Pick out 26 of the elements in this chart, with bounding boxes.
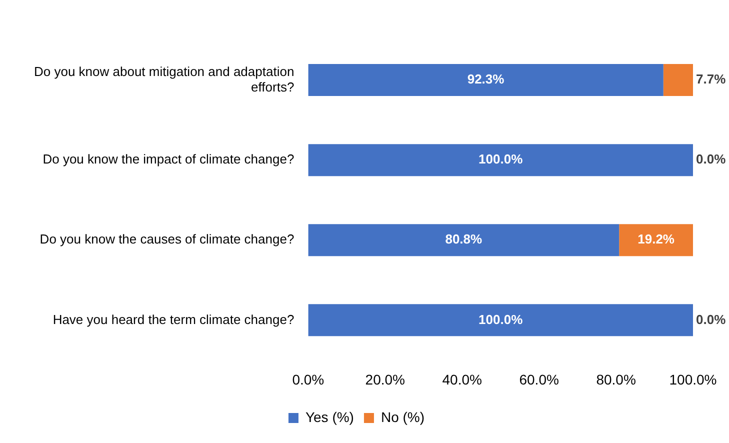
data-label: 0.0%: [696, 152, 726, 167]
data-label: 100.0%: [478, 152, 524, 167]
x-tick-label: 100.0%: [669, 371, 717, 388]
bar: [308, 64, 664, 96]
x-tick-label: 0.0%: [292, 371, 324, 388]
data-label: 80.8%: [445, 232, 483, 247]
bar: [663, 64, 693, 96]
x-tick-label: 60.0%: [519, 371, 559, 388]
legend-label: No (%): [380, 408, 425, 425]
data-label: 7.7%: [696, 72, 726, 87]
y-tick-label: Do you know about mitigation and adaptation efforts?: [34, 64, 294, 94]
bar: [308, 224, 620, 256]
x-tick-label: 80.0%: [596, 371, 636, 388]
x-tick-label: 40.0%: [442, 371, 482, 388]
bar: [619, 224, 693, 256]
x-tick-label: 20.0%: [365, 371, 405, 388]
legend-label: Yes (%): [305, 408, 354, 425]
y-tick-label: Do you know the impact of climate change?: [42, 152, 294, 167]
bar: [308, 304, 693, 336]
y-tick-label: Have you heard the term climate change?: [52, 312, 294, 327]
data-label: 19.2%: [638, 232, 675, 247]
bar: [308, 144, 693, 176]
data-label: 100.0%: [478, 312, 524, 327]
data-label: 92.3%: [467, 72, 505, 87]
y-tick-label: Do you know the causes of climate change?: [40, 232, 294, 247]
data-label: 0.0%: [696, 312, 726, 327]
